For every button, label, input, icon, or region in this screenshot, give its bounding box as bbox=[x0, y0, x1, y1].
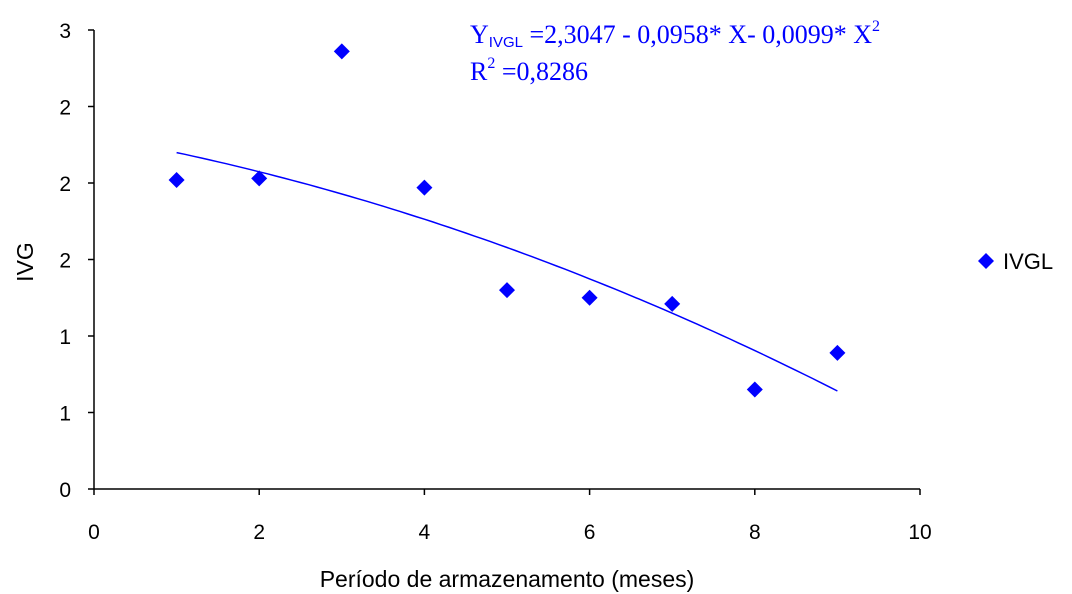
equation-subscript: IVGL bbox=[489, 34, 523, 51]
x-tick-label: 10 bbox=[908, 521, 931, 544]
y-tick-label: 2 bbox=[59, 173, 71, 196]
r-squared-superscript: 2 bbox=[487, 55, 495, 72]
data-point bbox=[251, 170, 268, 187]
r-squared-base: R bbox=[470, 57, 488, 86]
trendline bbox=[176, 151, 838, 392]
y-axis-title: IVG bbox=[12, 242, 38, 282]
x-tick-label: 4 bbox=[419, 521, 431, 544]
data-point bbox=[499, 282, 515, 299]
data-points bbox=[168, 43, 846, 398]
data-point bbox=[333, 43, 350, 60]
y-tick-label: 1 bbox=[59, 326, 71, 349]
x-ticks: 0 2 4 6 8 10 bbox=[88, 489, 932, 544]
data-point bbox=[746, 381, 763, 398]
x-tick-label: 0 bbox=[88, 521, 100, 544]
y-tick-label: 2 bbox=[59, 250, 71, 273]
regression-equation: YIVGL =2,3047 - 0,0958* X- 0,0099* X2 bbox=[470, 18, 880, 51]
x-tick-label: 2 bbox=[253, 521, 265, 544]
y-ticks: 0 1 1 2 2 2 3 bbox=[59, 20, 94, 502]
y-tick-label: 3 bbox=[59, 20, 71, 43]
data-point bbox=[416, 179, 433, 196]
equation-y: Y bbox=[470, 20, 489, 49]
data-point bbox=[664, 295, 681, 312]
y-tick-label: 1 bbox=[59, 403, 71, 426]
y-tick-label: 2 bbox=[59, 97, 71, 120]
legend-label-ivgl: IVGL bbox=[1003, 249, 1053, 274]
y-tick-label: 0 bbox=[59, 479, 71, 502]
x-axis-title: Período de armazenamento (meses) bbox=[320, 566, 695, 592]
legend: IVGL bbox=[978, 249, 1053, 274]
data-point bbox=[581, 289, 598, 306]
r-squared-value: =0,8286 bbox=[495, 57, 588, 86]
equation-superscript: 2 bbox=[872, 18, 880, 35]
data-point bbox=[168, 171, 185, 188]
legend-marker-ivgl bbox=[978, 253, 994, 269]
data-point bbox=[829, 344, 846, 361]
equation-body: =2,3047 - 0,0958* X- 0,0099* X bbox=[523, 20, 872, 49]
x-tick-label: 8 bbox=[749, 521, 761, 544]
x-tick-label: 6 bbox=[584, 521, 596, 544]
r-squared: R2 =0,8286 bbox=[470, 55, 588, 86]
